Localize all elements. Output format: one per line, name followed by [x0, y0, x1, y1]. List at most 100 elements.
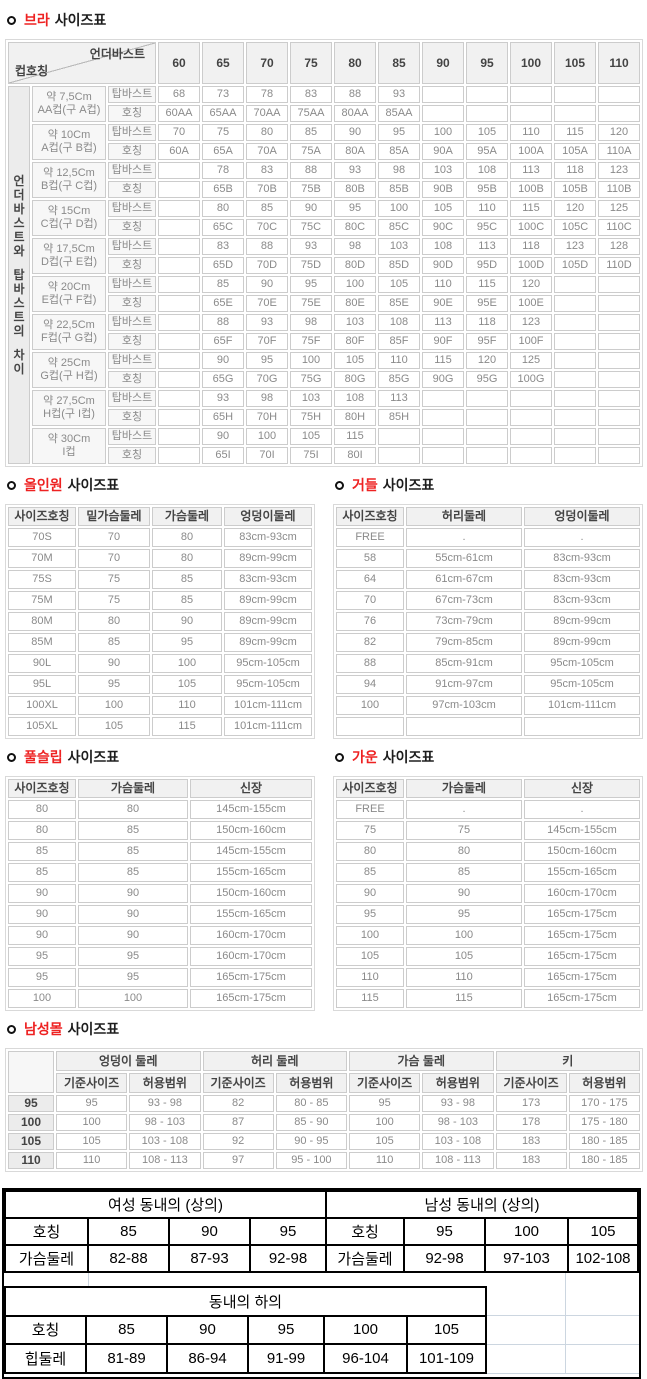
cell: 85cm-91cm [406, 654, 522, 673]
size-name-value: 65B [202, 181, 244, 198]
cell: FREE [336, 800, 404, 819]
size-name-value: 60A [158, 143, 200, 160]
topbust-value: 80 [246, 124, 288, 141]
cell: 79cm-85cm [406, 633, 522, 652]
cell: 90 [406, 884, 522, 903]
size-name-value [158, 371, 200, 388]
table-row: 76 73cm-79cm 89cm-99cm [336, 612, 640, 631]
topbust-value: 105 [466, 124, 508, 141]
cell: 90 [78, 905, 188, 924]
topbust-value: 90 [334, 124, 376, 141]
cell: 110 [349, 1152, 421, 1169]
size-name-value: 75G [290, 371, 332, 388]
cell: 155cm-165cm [190, 905, 312, 924]
topbust-value [158, 200, 200, 217]
topbust-value: 85 [202, 276, 244, 293]
size-name-value [422, 409, 464, 426]
size-name-value: 70AA [246, 105, 288, 122]
topbust-value [510, 428, 552, 445]
size-name-value: 85B [378, 181, 420, 198]
topbust-value [378, 428, 420, 445]
cell: 100XL [8, 696, 76, 715]
fullslip-column: 풀슬립 사이즈표 사이즈호칭 가슴둘레 신장 80 80 145cm-155cm 80 85 1… [5, 739, 315, 1011]
cup-label-cell: 약 7,5Cm AA컵(구 A컵) [32, 86, 106, 122]
size-name-value: 85D [378, 257, 420, 274]
size-row-label: 105 [8, 1133, 54, 1150]
column-header: 가슴둘레 [152, 507, 222, 526]
cell: 83cm-93cm [224, 570, 312, 589]
cell: 180 - 185 [568, 1133, 640, 1150]
sub-header: 기준사이즈 [202, 1073, 274, 1093]
cell: 165cm-175cm [524, 905, 640, 924]
cell: 115 [336, 989, 404, 1008]
cell: 70 [78, 549, 150, 568]
cell: 170 - 175 [568, 1095, 640, 1112]
cell: 115 [406, 989, 522, 1008]
cell: 85 [406, 863, 522, 882]
size-name-value [422, 105, 464, 122]
table-row: 82 79cm-85cm 89cm-99cm [336, 633, 640, 652]
table-row: 70M 70 80 89cm-99cm [8, 549, 312, 568]
cell: 97 [202, 1152, 274, 1169]
header-row: 사이즈호칭 허리둘레 엉덩이둘레 [336, 507, 640, 526]
corner-cell: 언더바스트 컵호칭 [8, 42, 156, 84]
cell: 89cm-99cm [524, 612, 640, 631]
size-name-value [554, 105, 596, 122]
table-row: 75S 75 85 83cm-93cm [8, 570, 312, 589]
topbust-value: 90 [202, 428, 244, 445]
cell: 160cm-170cm [190, 947, 312, 966]
table-row: 약 15Cm C컵(구 D컵) 탑바스트 80 85 90 95 100 105 110 115 12… [8, 200, 640, 236]
topbust-value: 103 [334, 314, 376, 331]
allinone-title-red: 올인원 [24, 477, 63, 493]
cell [524, 717, 640, 736]
topbust-value: 93 [290, 238, 332, 255]
cup-diff-label: 약 22,5Cm [43, 319, 95, 331]
topbust-value [466, 428, 508, 445]
cell: 103 - 108 [129, 1133, 201, 1150]
header-row: 여성 동내의 (상의) 남성 동내의 (상의) [4, 1190, 639, 1219]
row-allinone-girdle: 올인원 사이즈표 사이즈호칭 밑가슴둘레 가슴둘레 엉덩이둘레 70S 70 80 83cm-… [5, 467, 647, 739]
cell: 91cm-97cm [406, 675, 522, 694]
size-name-value: 65G [202, 371, 244, 388]
cell: 75S [8, 570, 76, 589]
topbust-value: 93 [202, 390, 244, 407]
size-name-value: 80I [334, 447, 376, 464]
corner-bottom-label: 컵호칭 [15, 64, 49, 78]
size-name-value: 60AA [158, 105, 200, 122]
cell: 183 [495, 1152, 567, 1169]
underbust-column-header: 105 [554, 42, 596, 84]
cell: 95 [78, 947, 188, 966]
cell: 85 [85, 1314, 168, 1346]
size-name-value: 80E [334, 295, 376, 312]
table-row: 94 91cm-97cm 95cm-105cm [336, 675, 640, 694]
table-row: 힙둘레 81-89 86-94 91-99 96-104 101-109 [4, 1343, 487, 1374]
bra-table-header: 언더바스트 컵호칭 60 65 70 75 80 85 90 95 100 105 110 [8, 42, 640, 84]
topbust-value: 83 [246, 162, 288, 179]
cell: 173 [495, 1095, 567, 1112]
topbust-row-label: 탑바스트 [108, 86, 156, 103]
cup-label-cell: 약 15Cm C컵(구 D컵) [32, 200, 106, 236]
column-header: 가슴둘레 [406, 779, 522, 798]
cell: 90 [78, 926, 188, 945]
cell: 80 - 85 [275, 1095, 347, 1112]
side-label-char: 언 [13, 174, 25, 188]
cell: 100 [56, 1114, 128, 1131]
size-name-value [378, 447, 420, 464]
size-name-value: 80H [334, 409, 376, 426]
cell: 70 [78, 528, 150, 547]
topbust-value: 95 [334, 200, 376, 217]
size-name-value: 75I [290, 447, 332, 464]
cell: 호칭 [4, 1314, 87, 1346]
cell: 110 [56, 1152, 128, 1169]
table-row: 90 90 160cm-170cm [336, 884, 640, 903]
topbust-value: 88 [246, 238, 288, 255]
size-name-value: 95G [466, 371, 508, 388]
topbust-value: 125 [510, 352, 552, 369]
size-name-value [598, 105, 640, 122]
cell: 70M [8, 549, 76, 568]
side-label-char: 바 [13, 202, 25, 216]
topbust-value: 85 [290, 124, 332, 141]
size-name-value: 95F [466, 333, 508, 350]
